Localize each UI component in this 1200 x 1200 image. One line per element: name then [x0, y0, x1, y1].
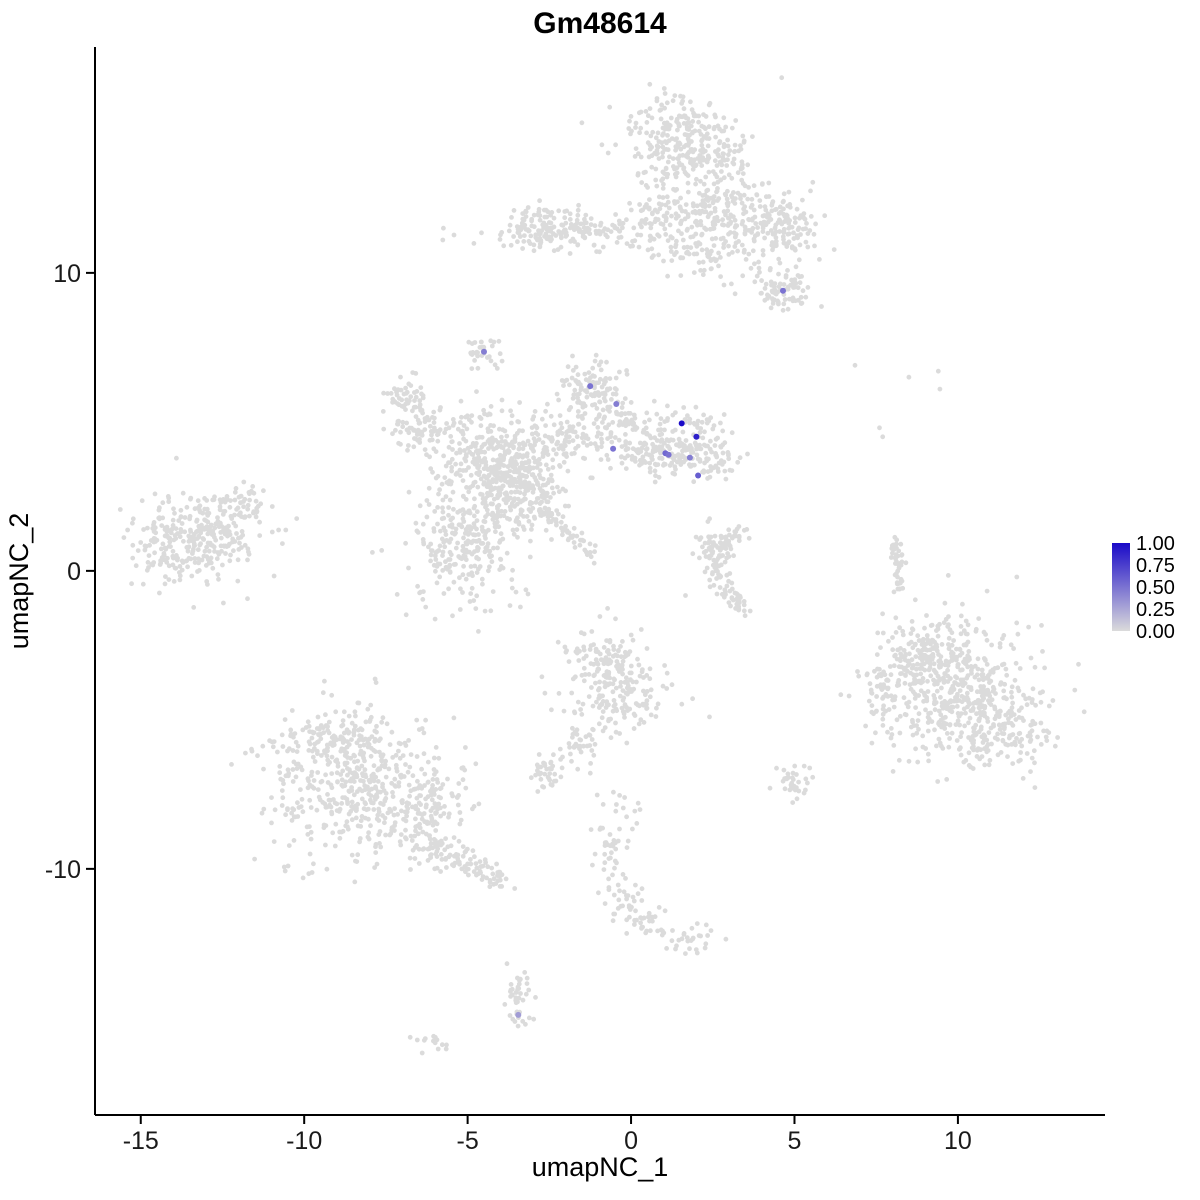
plot-title: Gm48614 — [533, 7, 667, 40]
expressing-cell — [613, 401, 620, 407]
expressing-cell — [481, 348, 487, 355]
legend-label: 0.25 — [1136, 599, 1175, 621]
expressing-cell — [665, 451, 672, 458]
legend-gradient-bar — [1112, 543, 1130, 631]
expressing-cell — [610, 445, 617, 452]
x-tick-label: -5 — [457, 1127, 479, 1155]
y-axis-title: umapNC_2 — [4, 513, 34, 650]
x-tick-label: 10 — [944, 1127, 972, 1155]
legend-label: 0.75 — [1136, 555, 1175, 577]
points-layer — [117, 75, 1087, 1056]
expressing-cell — [780, 287, 786, 294]
x-tick-label: -15 — [123, 1127, 159, 1155]
legend-label: 0.00 — [1136, 621, 1175, 643]
y-tick-label: 10 — [53, 260, 81, 288]
expressing-cell — [678, 420, 685, 427]
expressing-cell — [693, 433, 700, 440]
expressing-cell — [515, 1011, 522, 1018]
expressing-cell — [686, 454, 693, 461]
y-tick-label: 0 — [67, 558, 81, 586]
x-tick-label: 5 — [788, 1127, 802, 1155]
legend-label: 0.50 — [1136, 577, 1175, 599]
axes: -15 -10 -5 0 5 10 -10 0 10 — [45, 47, 1105, 1155]
legend-label: 1.00 — [1136, 533, 1175, 555]
x-axis-title: umapNC_1 — [532, 1152, 669, 1182]
x-tick-label: 0 — [624, 1127, 638, 1155]
background-cells — [117, 75, 1087, 1056]
legend: 1.000.750.500.250.00 — [1112, 533, 1175, 643]
y-tick-label: -10 — [45, 856, 81, 884]
expressing-cell — [695, 472, 702, 479]
expressing-cell — [587, 383, 594, 390]
x-tick-label: -10 — [286, 1127, 322, 1155]
